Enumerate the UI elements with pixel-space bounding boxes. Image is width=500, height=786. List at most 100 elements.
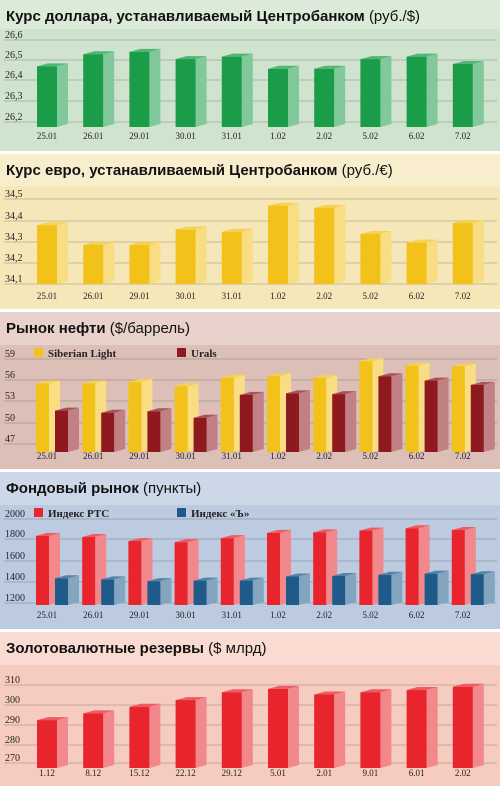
bar-1-2.02: [314, 204, 346, 284]
bar-top: [220, 535, 245, 539]
bar-top: [359, 358, 384, 362]
chart-panel-4: Фондовый рынок (пункты) 2000 1800 1600 1400 1…: [0, 472, 500, 632]
bar-side: [160, 578, 172, 605]
x-tick-label: 6.02: [409, 610, 425, 620]
bar-2-31.01: [239, 391, 264, 452]
x-tick-label: 7.02: [455, 451, 471, 461]
bar-1-9.01: [360, 689, 392, 768]
x-tick-label: 31.01: [222, 131, 242, 141]
bar-1-8.12: [83, 710, 115, 768]
bar-1-26.01: [83, 241, 115, 284]
bar-side: [288, 202, 299, 284]
bar-side: [241, 689, 253, 768]
bar-side: [345, 572, 357, 605]
bar-top: [147, 408, 172, 412]
bar-side: [334, 691, 346, 768]
bar-side: [288, 685, 299, 768]
bar-front: [314, 207, 335, 284]
bar-front: [332, 394, 346, 452]
x-tick-label: 6.02: [409, 291, 425, 301]
bar-front: [174, 386, 188, 452]
bar-side: [206, 577, 218, 605]
bar-top: [314, 65, 346, 69]
bar-1-5.02: [360, 56, 392, 127]
bar-top: [451, 363, 476, 367]
bar-front: [175, 59, 196, 127]
bar-top: [175, 226, 207, 230]
bar-top: [314, 204, 346, 208]
bar-front: [268, 688, 288, 768]
y-tick-label: 34,1: [5, 274, 23, 285]
x-tick-label: 6.01: [409, 768, 425, 778]
bar-front: [286, 576, 299, 605]
x-tick-label: 26.01: [83, 291, 103, 301]
bar-front: [268, 205, 288, 284]
bar-top: [175, 56, 207, 60]
bar-top: [470, 381, 495, 385]
bar-front: [101, 579, 115, 605]
bar-top: [267, 373, 291, 377]
bar-front: [55, 578, 68, 605]
y-tick-label: 310: [5, 675, 20, 686]
bar-1-30.01: [174, 383, 199, 452]
bar-top: [314, 691, 346, 695]
bar-side: [68, 575, 79, 605]
bar-top: [470, 571, 495, 575]
bar-2-2.02: [332, 391, 357, 452]
y-tick-label: 34,3: [5, 232, 23, 243]
bar-front: [175, 700, 196, 768]
bar-front: [314, 68, 335, 127]
panel-separator: [0, 469, 500, 472]
bar-1-22.12: [175, 697, 207, 768]
bar-top: [424, 570, 449, 574]
bar-front: [286, 393, 299, 452]
bar-top: [267, 529, 291, 533]
y-tick-label: 26,6: [5, 30, 23, 41]
bar-side: [483, 381, 495, 452]
bar-side: [380, 689, 392, 768]
bar-top: [221, 53, 253, 57]
bar-1-2.02: [452, 683, 484, 768]
bar-top: [175, 697, 207, 701]
bar-front: [128, 541, 142, 605]
bar-top: [174, 383, 199, 387]
x-tick-label: 29.01: [129, 610, 149, 620]
bar-side: [437, 377, 449, 452]
bar-front: [406, 242, 427, 284]
bar-top: [193, 577, 218, 581]
x-tick-label: 1.02: [270, 131, 286, 141]
bar-top: [268, 685, 299, 689]
bar-1-30.01: [175, 56, 207, 127]
x-tick-label: 29.01: [129, 451, 149, 461]
bar-front: [193, 417, 207, 452]
bar-front: [405, 528, 419, 605]
bar-side: [252, 391, 264, 452]
bar-top: [220, 374, 245, 378]
bar-2-7.02: [470, 381, 495, 452]
bar-2-26.01: [101, 576, 126, 605]
bar-front: [405, 365, 419, 452]
x-tick-label: 1.12: [39, 768, 55, 778]
chart-panel-3: Рынок нефти ($/баррель) 59 56 53 50 47 Siberia…: [0, 312, 500, 472]
y-tick-label: 56: [5, 370, 15, 381]
bar-front: [129, 51, 150, 128]
bar-side: [195, 226, 207, 284]
bar-1-31.01: [221, 228, 253, 284]
bar-top: [452, 60, 484, 64]
bar-side: [334, 65, 346, 127]
x-tick-label: 26.01: [83, 131, 103, 141]
bar-top: [313, 374, 338, 378]
bar-front: [314, 694, 335, 768]
bar-2-30.01: [193, 414, 218, 452]
bar-front: [221, 56, 242, 127]
x-tick-label: 9.01: [363, 768, 379, 778]
legend-label: Индекс «Ъ»: [191, 508, 249, 520]
bar-front: [452, 223, 473, 284]
bar-front: [128, 382, 142, 452]
chart-title-text: Курс доллара, устанавливаемый Центробанк…: [6, 8, 369, 25]
bar-side: [149, 48, 161, 128]
bar-front: [451, 366, 465, 452]
bar-front: [193, 580, 207, 605]
x-tick-label: 22.12: [175, 768, 195, 778]
